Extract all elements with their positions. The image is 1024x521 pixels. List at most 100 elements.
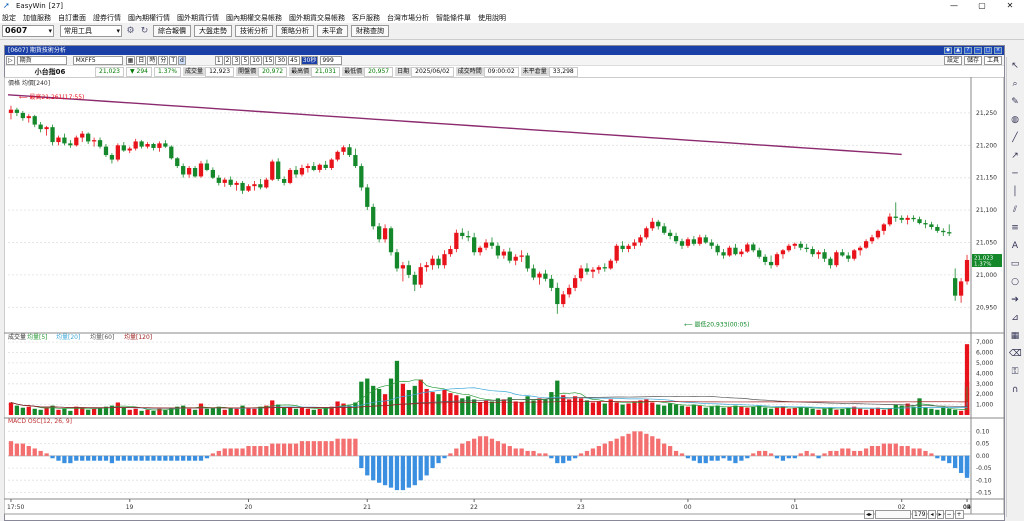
period-tick[interactable]: T [169,55,178,65]
lock-icon[interactable]: ⚿ [1011,367,1019,377]
arrow-icon[interactable]: ➔ [1011,295,1019,305]
menu-item-8[interactable]: 客戶服務 [352,13,380,22]
interval-2[interactable]: 2 [223,55,232,65]
candle-body [810,249,815,255]
maximize-icon[interactable]: ▢ [978,1,986,10]
refresh-icon[interactable]: ↻ [140,25,149,36]
fib-icon[interactable]: ≡ [1011,223,1019,233]
channel-icon[interactable]: ⫽ [1012,205,1017,215]
magnet-icon[interactable]: ∩ [1011,385,1019,395]
panel-up-icon[interactable]: ▲ [954,47,962,54]
nav-left-icon[interactable]: ◂ [928,510,936,519]
candle [157,141,162,152]
rect-icon[interactable]: ▭ [1010,259,1020,269]
macd-bar [703,455,708,464]
candle [513,254,518,266]
tools-button[interactable]: 工具 [983,56,1002,65]
toolbar-button-3[interactable]: 策略分析 [276,25,314,37]
save-button[interactable]: 儲存 [963,56,982,65]
candle-body [762,256,768,262]
cursor-icon[interactable]: ↖ [1011,61,1019,71]
candle-body [210,169,216,178]
menu-item-1[interactable]: 加值服務 [23,13,51,22]
interval-30[interactable]: 30 [275,55,288,65]
candle [14,107,20,117]
macd-bar [923,450,928,456]
stock-code-input[interactable]: 0607 [2,25,54,37]
menu-item-6[interactable]: 國內期權交易帳務 [226,13,282,22]
vline-icon[interactable]: │ [1012,187,1018,197]
close-icon[interactable]: ✕ [1006,1,1014,10]
toolbar-button-5[interactable]: 財務查詢 [351,25,389,37]
interval-5[interactable]: 5 [241,55,250,65]
minimize-icon[interactable]: — [950,1,958,10]
panel-max-icon[interactable]: □ [984,47,992,54]
circle-icon[interactable]: ○ [1011,277,1019,287]
menu-item-11[interactable]: 使用說明 [478,13,506,22]
candle-body [258,184,263,188]
period-hour[interactable]: 時 [147,55,158,65]
chart-area[interactable]: 21,250 21,200 21,150 21,100 21,050 21,000 20,9… [4,77,1004,515]
macd-bar [929,453,934,456]
nav-right-icon[interactable]: ▸ [936,510,944,519]
menu-item-2[interactable]: 自訂畫面 [58,13,86,22]
interval-1[interactable]: 1 [214,55,223,65]
candle-body [460,232,465,237]
volume-bar [567,399,572,415]
interval-15[interactable]: 15 [262,55,275,65]
line-icon[interactable]: ╱ [1012,133,1018,143]
menu-item-9[interactable]: 台灣市場分析 [387,13,429,22]
eraser-icon[interactable]: ⌫ [1009,349,1022,359]
menu-item-4[interactable]: 國內期權行情 [128,13,170,22]
menu-item-0[interactable]: 設定 [2,13,16,22]
candle [798,241,803,251]
hline-icon[interactable]: ─ [1012,169,1018,179]
measure-icon[interactable]: ⊿ [1011,313,1019,323]
interval-3[interactable]: 3 [232,55,241,65]
calendar-icon[interactable]: ▦ [125,55,136,65]
gear-icon[interactable]: ⚙ [126,25,135,36]
panel-help-icon[interactable]: ? [964,47,972,54]
panel-min-icon[interactable]: − [974,47,982,54]
grid-icon[interactable]: ▦ [1010,331,1020,341]
toolbar-button-2[interactable]: 技術分析 [235,25,273,37]
volume-bar [905,403,910,415]
menu-item-3[interactable]: 證券行情 [93,13,121,22]
candle-body [335,151,340,160]
volume-bar [507,397,512,415]
ray-icon[interactable]: ↗ [1011,151,1019,161]
candle [816,250,821,259]
interval-45[interactable]: 45 [288,55,300,65]
nav-scroll-icon[interactable]: ◂▸ [864,510,875,519]
candle [32,114,37,128]
toolbar-button-0[interactable]: 綜合報價 [153,25,191,37]
menu-item-5[interactable]: 國外期貨行情 [177,13,219,22]
type-select[interactable]: 期貨 [16,55,67,65]
period-day[interactable]: 日 [136,55,147,65]
period-d[interactable]: d [178,55,186,65]
symbol-select[interactable]: MXFF5 [72,55,123,65]
play-icon[interactable]: ▷ [6,55,15,65]
nav-zoom-in-icon[interactable]: + [954,510,964,519]
panel-link-icon[interactable]: ◆ [944,47,952,54]
nav-scrollbar[interactable] [875,510,912,519]
menu-item-7[interactable]: 國外期貨交易帳務 [289,13,345,22]
nav-zoom-out-icon[interactable]: − [944,510,954,519]
panel-close-icon[interactable]: × [994,47,1002,54]
candle-body [798,243,803,248]
period-min[interactable]: 分 [158,55,169,65]
pencil-icon[interactable]: ✎ [1011,97,1019,107]
menu-item-10[interactable]: 智能條件單 [436,13,471,22]
tool-select[interactable]: 常用工具 [60,25,122,37]
toolbar-button-4[interactable]: 未平倉 [317,25,348,37]
palette-icon[interactable]: ◍ [1011,115,1019,125]
settings-button[interactable]: 設定 [943,56,962,65]
text-icon[interactable]: A [1011,241,1019,251]
toolbar-button-1[interactable]: 大盤走勢 [194,25,232,37]
interval-selected[interactable]: 30秒 [300,55,319,65]
candle [264,177,269,189]
zoom-icon[interactable]: ⌕ [1012,79,1018,89]
bar-count-input[interactable]: 999 [320,55,343,65]
candle-body [923,223,928,225]
interval-10[interactable]: 10 [250,55,262,65]
